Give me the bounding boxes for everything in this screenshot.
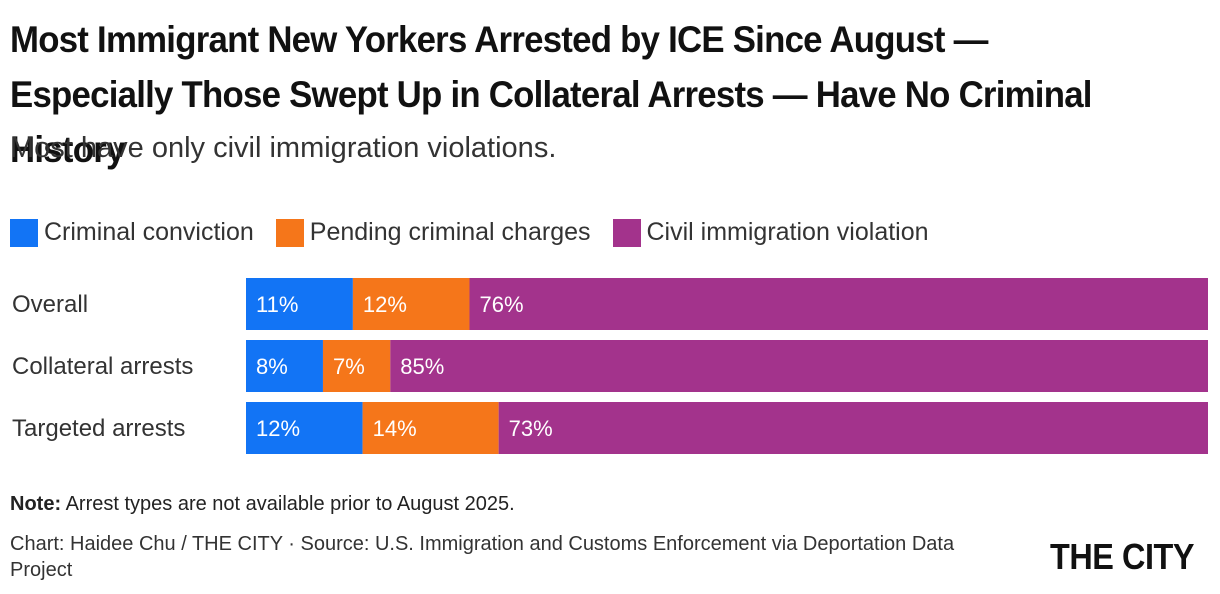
legend-label-pending-criminal-charges: Pending criminal charges bbox=[309, 218, 591, 246]
data-label-collateral-arrests-pending-criminal-charges: 7% bbox=[333, 354, 365, 379]
chart-subtitle: Most have only civil immigration violati… bbox=[10, 132, 557, 164]
stacked-bar-chart: Overall 11% 12% 76% Collateral arrests 8% 7% 85… bbox=[12, 278, 1208, 454]
legend-item-civil-immigration-violation: Civil immigration violation bbox=[612, 218, 929, 247]
category-label-overall: Overall bbox=[12, 291, 88, 318]
legend-swatch-civil-immigration-violation bbox=[612, 218, 641, 247]
data-label-targeted-arrests-civil-immigration-violation: 73% bbox=[509, 416, 553, 441]
bar-overall-civil-immigration-violation bbox=[469, 278, 1208, 330]
bar-collateral-arrests-civil-immigration-violation bbox=[390, 340, 1208, 392]
category-label-collateral-arrests: Collateral arrests bbox=[12, 353, 193, 380]
note-label: Note: bbox=[10, 493, 62, 515]
chart-note: Note: Arrest types are not available pri… bbox=[10, 493, 515, 516]
bar-overall-pending-criminal-charges bbox=[352, 278, 470, 330]
data-label-targeted-arrests-pending-criminal-charges: 14% bbox=[373, 416, 417, 441]
bar-targeted-arrests-criminal-conviction bbox=[246, 402, 363, 454]
bar-targeted-arrests-civil-immigration-violation bbox=[498, 402, 1208, 454]
legend: Criminal conviction Pending criminal cha… bbox=[10, 218, 951, 247]
brand-logo: THE CITY bbox=[1049, 536, 1194, 577]
bar-overall-criminal-conviction bbox=[246, 278, 353, 330]
legend-swatch-criminal-conviction bbox=[10, 218, 38, 247]
bar-collateral-arrests-criminal-conviction bbox=[246, 340, 323, 392]
legend-swatch-pending-criminal-charges bbox=[275, 218, 304, 247]
legend-item-pending-criminal-charges: Pending criminal charges bbox=[275, 218, 591, 247]
data-label-overall-civil-immigration-violation: 76% bbox=[479, 292, 523, 317]
legend-label-criminal-conviction: Criminal conviction bbox=[44, 218, 254, 246]
data-label-overall-pending-criminal-charges: 12% bbox=[363, 292, 407, 317]
data-label-overall-criminal-conviction: 11% bbox=[256, 292, 298, 317]
chart-title: Most Immigrant New Yorkers Arrested by I… bbox=[10, 19, 1092, 170]
category-label-targeted-arrests: Targeted arrests bbox=[12, 415, 185, 442]
bar-targeted-arrests-pending-criminal-charges bbox=[362, 402, 499, 454]
data-label-collateral-arrests-criminal-conviction: 8% bbox=[256, 354, 288, 379]
legend-label-civil-immigration-violation: Civil immigration violation bbox=[646, 218, 929, 246]
legend-item-criminal-conviction: Criminal conviction bbox=[10, 218, 254, 247]
data-label-collateral-arrests-civil-immigration-violation: 85% bbox=[400, 354, 444, 379]
note-text: Arrest types are not available prior to … bbox=[61, 493, 515, 515]
bar-collateral-arrests-pending-criminal-charges bbox=[322, 340, 391, 392]
chart-credit: Chart: Haidee Chu / THE CITY · Source: U… bbox=[10, 533, 955, 581]
data-label-targeted-arrests-criminal-conviction: 12% bbox=[256, 416, 300, 441]
